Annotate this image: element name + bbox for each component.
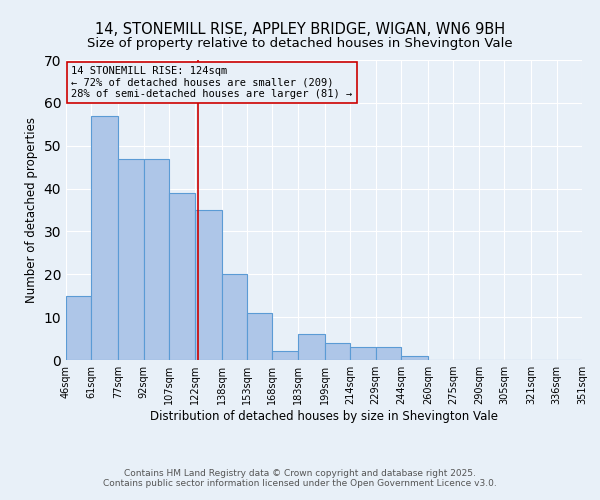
Text: Contains public sector information licensed under the Open Government Licence v3: Contains public sector information licen… (103, 479, 497, 488)
Bar (91, 116, 118, 360)
Text: 14, STONEMILL RISE, APPLEY BRIDGE, WIGAN, WN6 9BH: 14, STONEMILL RISE, APPLEY BRIDGE, WIGAN… (95, 22, 505, 38)
Bar (118, 158, 144, 360)
Bar (376, 347, 401, 360)
Text: Contains HM Land Registry data © Crown copyright and database right 2025.: Contains HM Land Registry data © Crown c… (124, 469, 476, 478)
Text: 14 STONEMILL RISE: 124sqm
← 72% of detached houses are smaller (209)
28% of semi: 14 STONEMILL RISE: 124sqm ← 72% of detac… (71, 66, 352, 99)
Bar (298, 334, 325, 360)
Bar (401, 356, 428, 360)
Bar (144, 158, 169, 360)
Text: Size of property relative to detached houses in Shevington Vale: Size of property relative to detached ho… (87, 38, 513, 51)
Bar (221, 274, 247, 360)
Bar (194, 210, 221, 360)
Bar (66, 296, 91, 360)
Bar (325, 343, 350, 360)
Bar (247, 313, 272, 360)
Y-axis label: Number of detached properties: Number of detached properties (25, 117, 38, 303)
Bar (350, 347, 376, 360)
X-axis label: Distribution of detached houses by size in Shevington Vale: Distribution of detached houses by size … (150, 410, 498, 423)
Bar (169, 193, 194, 360)
Bar (272, 352, 298, 360)
